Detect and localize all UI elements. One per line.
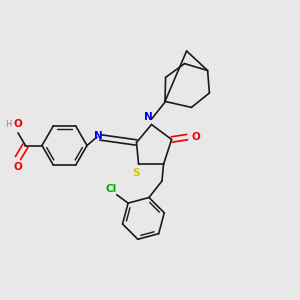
Text: H: H [5,120,12,129]
Text: Cl: Cl [106,184,117,194]
Text: N: N [143,112,152,122]
Text: N: N [94,131,103,141]
Text: O: O [13,161,22,172]
Text: O: O [13,119,22,130]
Text: S: S [133,168,140,178]
Text: O: O [191,132,200,142]
